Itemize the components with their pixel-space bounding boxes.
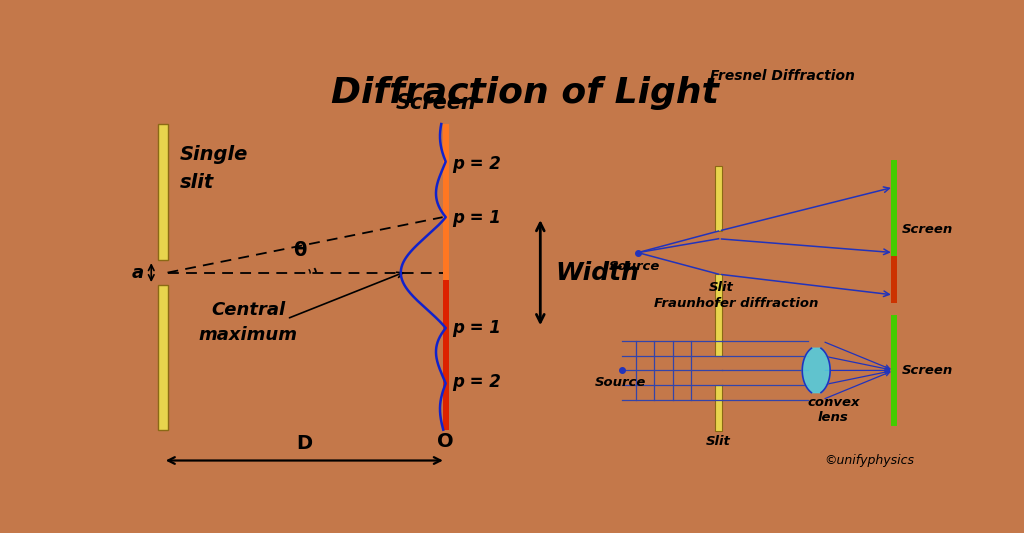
FancyBboxPatch shape — [442, 124, 449, 280]
Text: p = 1: p = 1 — [452, 319, 501, 337]
FancyBboxPatch shape — [159, 285, 168, 430]
Text: Screen: Screen — [396, 93, 477, 112]
FancyBboxPatch shape — [159, 124, 168, 260]
Text: Single: Single — [180, 145, 248, 164]
Text: Fraunhofer diffraction: Fraunhofer diffraction — [654, 296, 818, 310]
Text: Screen: Screen — [901, 364, 952, 377]
FancyBboxPatch shape — [891, 160, 897, 256]
FancyBboxPatch shape — [715, 302, 722, 356]
Text: ©unifyphysics: ©unifyphysics — [824, 454, 914, 467]
FancyBboxPatch shape — [715, 166, 722, 231]
Text: p = 2: p = 2 — [452, 373, 501, 391]
FancyBboxPatch shape — [715, 385, 722, 431]
Text: Source: Source — [608, 260, 659, 272]
Text: p = 2: p = 2 — [452, 155, 501, 173]
Text: Screen: Screen — [901, 223, 952, 236]
FancyBboxPatch shape — [891, 315, 897, 426]
Text: Diffraction of Light: Diffraction of Light — [331, 76, 719, 109]
Text: D: D — [296, 434, 312, 453]
Text: Fresnel Diffraction: Fresnel Diffraction — [711, 69, 855, 83]
FancyBboxPatch shape — [442, 280, 449, 430]
Text: Source: Source — [595, 376, 646, 389]
Polygon shape — [802, 348, 830, 393]
Text: Slit: Slit — [709, 281, 733, 294]
FancyBboxPatch shape — [891, 256, 897, 303]
Text: slit: slit — [180, 173, 214, 192]
FancyBboxPatch shape — [715, 274, 722, 317]
Text: convex: convex — [807, 396, 859, 409]
Text: θ: θ — [293, 241, 307, 260]
Text: lens: lens — [818, 411, 849, 424]
Text: O: O — [437, 432, 454, 451]
Text: Slit: Slit — [707, 435, 731, 448]
Text: a: a — [132, 264, 144, 281]
Text: Central: Central — [211, 301, 286, 319]
Text: Width: Width — [556, 261, 640, 285]
Text: p = 1: p = 1 — [452, 208, 501, 227]
Text: maximum: maximum — [199, 326, 298, 344]
